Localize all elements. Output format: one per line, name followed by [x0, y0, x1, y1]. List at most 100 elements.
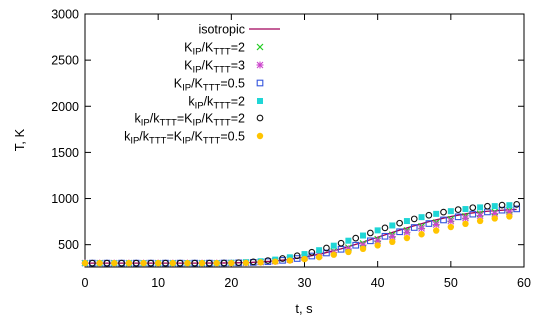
data-point [484, 202, 491, 210]
data-point [293, 252, 301, 260]
data-point [396, 228, 403, 236]
x-axis-label: t, s [295, 301, 313, 316]
y-tick-label: 2000 [51, 100, 79, 114]
data-point [323, 244, 330, 252]
x-tick-label: 40 [371, 276, 385, 290]
data-point [403, 228, 411, 236]
data-point [403, 234, 411, 242]
plot-area [81, 200, 521, 267]
data-point [418, 224, 426, 232]
data-point [198, 259, 206, 267]
x-tick-label: 50 [444, 276, 458, 290]
data-point [491, 209, 499, 217]
data-point [440, 208, 447, 216]
data-point [454, 206, 462, 213]
data-point [345, 237, 352, 244]
data-point [396, 219, 403, 227]
data-point [132, 259, 140, 267]
data-point [433, 210, 440, 217]
data-point [118, 259, 125, 267]
data-point [162, 259, 169, 267]
legend-item: kIP/kTTT=2 [188, 95, 263, 111]
legend-item: KIP/KTTT=3 [184, 59, 264, 76]
data-point [462, 220, 469, 228]
data-point [425, 220, 433, 227]
data-point [374, 237, 382, 245]
data-point [462, 206, 469, 213]
data-point [301, 255, 308, 263]
data-point [345, 248, 352, 256]
data-point [403, 218, 410, 225]
data-point [272, 258, 279, 265]
data-point [352, 234, 360, 242]
legend-label: KIP/KTTT=3 [184, 59, 245, 76]
data-point [337, 239, 345, 247]
data-point [440, 216, 447, 224]
data-point [323, 249, 330, 257]
legend-swatch [256, 43, 264, 51]
data-point [469, 210, 477, 218]
data-point [301, 251, 308, 258]
data-point [140, 259, 147, 267]
data-point [513, 200, 521, 208]
data-point [279, 257, 286, 264]
data-point [184, 259, 191, 267]
data-point [286, 257, 294, 264]
series-2 [81, 206, 513, 267]
data-point [147, 259, 155, 267]
data-point [242, 259, 250, 267]
data-point [81, 259, 89, 267]
x-axis: 0 10 20 30 40 50 60 [82, 14, 531, 290]
data-point [410, 215, 418, 223]
data-point [410, 224, 418, 231]
data-point [213, 259, 220, 267]
legend-label: kIP/kTTT=KIP/KTTT=2 [134, 112, 245, 129]
legend-swatch [256, 61, 264, 69]
x-tick-label: 20 [224, 276, 238, 290]
data-point [206, 259, 213, 267]
y-tick-label: 3000 [51, 8, 79, 22]
data-point [125, 259, 133, 267]
data-point [469, 204, 477, 212]
data-point [374, 242, 381, 249]
y-tick-label: 2500 [51, 54, 79, 68]
data-point [111, 259, 118, 267]
data-point [169, 259, 176, 267]
data-point [389, 222, 396, 229]
data-point [293, 255, 301, 262]
data-point [352, 241, 360, 249]
legend-label: kIP/kTTT=KIP/KTTT=0.5 [124, 130, 245, 147]
data-point [191, 259, 199, 267]
data-point [308, 252, 316, 260]
x-tick-label: 60 [517, 276, 531, 290]
legend-swatch [256, 79, 264, 87]
y-axis-label: T, K [12, 128, 27, 151]
series-5 [82, 202, 513, 267]
legend-swatch [256, 132, 264, 140]
data-point [389, 238, 396, 246]
data-point [316, 247, 323, 254]
series-6 [88, 200, 521, 267]
x-tick-label: 30 [298, 276, 312, 290]
data-point [418, 214, 425, 221]
data-point [454, 213, 462, 221]
y-tick-label: 1000 [51, 192, 79, 206]
data-point [249, 258, 257, 266]
data-point [432, 221, 440, 229]
legend-swatch [257, 98, 263, 104]
data-point [425, 211, 433, 219]
data-point [330, 242, 337, 249]
data-point [154, 259, 162, 267]
data-point [447, 208, 454, 215]
data-point [505, 208, 513, 216]
data-point [286, 254, 293, 261]
legend-item: kIP/kTTT=KIP/KTTT=2 [134, 112, 264, 129]
data-point [506, 213, 513, 220]
data-point [476, 217, 484, 225]
data-point [447, 223, 455, 231]
legend-item: kIP/kTTT=KIP/KTTT=0.5 [124, 130, 264, 147]
legend-swatch [256, 114, 264, 122]
data-point [257, 259, 264, 266]
data-point [367, 229, 374, 237]
